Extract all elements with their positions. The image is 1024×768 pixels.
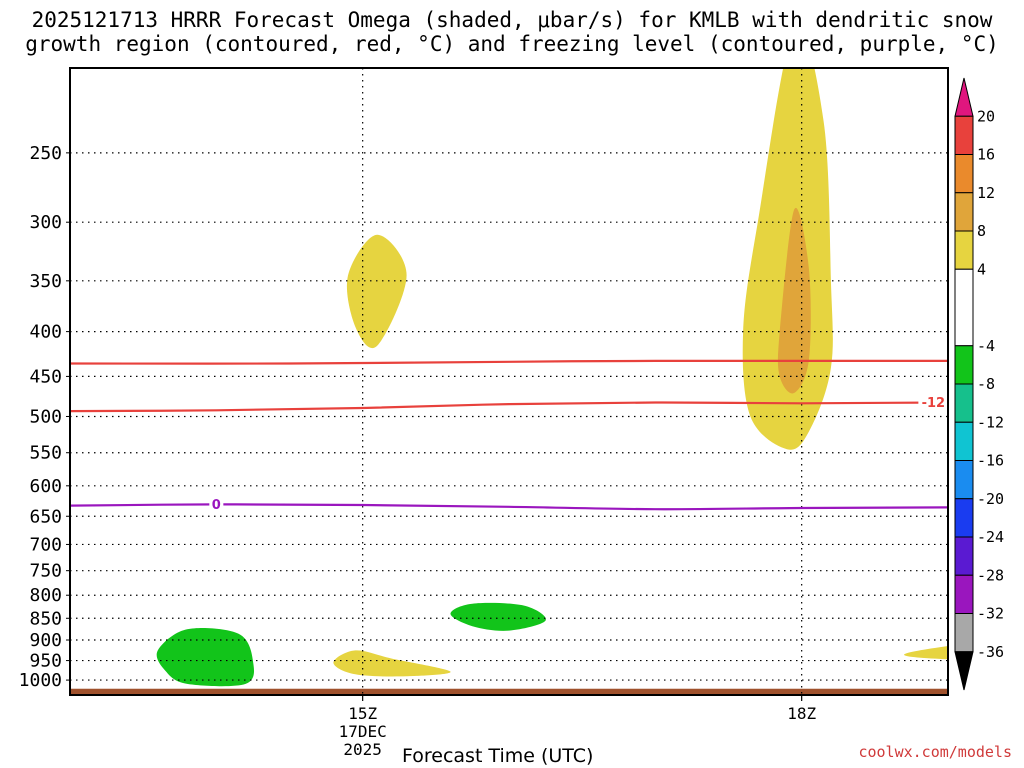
y-tick-label: 300	[29, 212, 62, 233]
y-tick-label: 750	[29, 561, 62, 582]
colorbar-label: -28	[977, 566, 1004, 584]
y-tick-label: 950	[29, 651, 62, 672]
omega-region-subsidence-orange-18z	[777, 207, 811, 394]
y-tick-label: 350	[29, 271, 62, 292]
omega-region-ascent-green-14z	[156, 628, 255, 687]
y-tick-label: 650	[29, 506, 62, 527]
colorbar-bin-bottom	[954, 651, 974, 691]
colorbar-label: -36	[977, 643, 1004, 661]
colorbar-label: -8	[977, 375, 995, 393]
y-tick-label: 850	[29, 608, 62, 629]
colorbar-bin	[954, 230, 974, 270]
colorbar-label: 4	[977, 260, 986, 278]
x-tick-label: 18Z	[787, 704, 816, 723]
y-tick-label: 700	[29, 534, 62, 555]
chart-title-line2: growth region (contoured, red, °C) and f…	[25, 32, 999, 56]
colorbar-bin	[954, 345, 974, 385]
contour-label-dgz-minus12: -12	[922, 396, 946, 411]
colorbar-label: -24	[977, 528, 1004, 546]
colorbar-bin	[954, 154, 974, 194]
omega-region-subsidence-yellow-band	[904, 645, 948, 660]
y-tick-label: 550	[29, 443, 62, 464]
omega-region-subsidence-yellow-20z	[992, 317, 1024, 473]
y-tick-label: 900	[29, 630, 62, 651]
colorbar-bin	[954, 383, 974, 423]
y-tick-label: 250	[29, 143, 62, 164]
omega-region-subsidence-yellow-15z	[346, 234, 407, 349]
contour-label-freezing-level: 0	[212, 498, 221, 513]
x-tick-label: 15Z	[348, 704, 377, 723]
colorbar-bin	[954, 574, 974, 614]
contour-label-bg	[918, 395, 948, 410]
omega-region-ascent-green-16z	[450, 602, 546, 631]
contour-freezing-level	[70, 503, 948, 511]
colorbar-label: -20	[977, 490, 1004, 508]
colorbar-label: -12	[977, 413, 1004, 431]
colorbar-label: 20	[977, 107, 995, 125]
colorbar-label: -16	[977, 452, 1004, 470]
colorbar-label: 16	[977, 146, 995, 164]
colorbar-label: -4	[977, 337, 995, 355]
contour-label-bg	[209, 497, 224, 512]
colorbar-bin-top	[954, 77, 974, 117]
y-tick-label: 450	[29, 366, 62, 387]
colorbar-label: 8	[977, 222, 986, 240]
colorbar-bin	[954, 536, 974, 576]
terrain-strip	[70, 688, 948, 695]
colorbar-bin	[954, 268, 974, 347]
x-axis-label: Forecast Time (UTC)	[402, 745, 594, 767]
omega-region-subsidence-yellow-15z-low	[333, 650, 451, 677]
plot-frame	[69, 67, 949, 696]
x-tick-sublabel: 2025	[343, 740, 382, 759]
chart-title-line1: 2025121713 HRRR Forecast Omega (shaded, …	[31, 8, 993, 32]
y-tick-label: 400	[29, 322, 62, 343]
colorbar-bin	[954, 192, 974, 232]
colorbar-label: -32	[977, 605, 1004, 623]
colorbar-bin	[954, 115, 974, 155]
colorbar-bin	[954, 460, 974, 500]
y-tick-label: 600	[29, 476, 62, 497]
y-tick-label: 800	[29, 585, 62, 606]
contour-dgz-minus18	[70, 359, 948, 365]
credit-watermark: coolwx.com/models	[858, 743, 1012, 761]
colorbar-label: 12	[977, 184, 995, 202]
colorbar-bin	[954, 498, 974, 538]
colorbar-bin	[954, 421, 974, 461]
colorbar-bin	[954, 613, 974, 653]
y-tick-label: 500	[29, 406, 62, 427]
contour-dgz-minus12	[70, 401, 948, 413]
y-tick-label: 1000	[19, 670, 62, 691]
x-tick-sublabel: 17DEC	[339, 722, 387, 741]
